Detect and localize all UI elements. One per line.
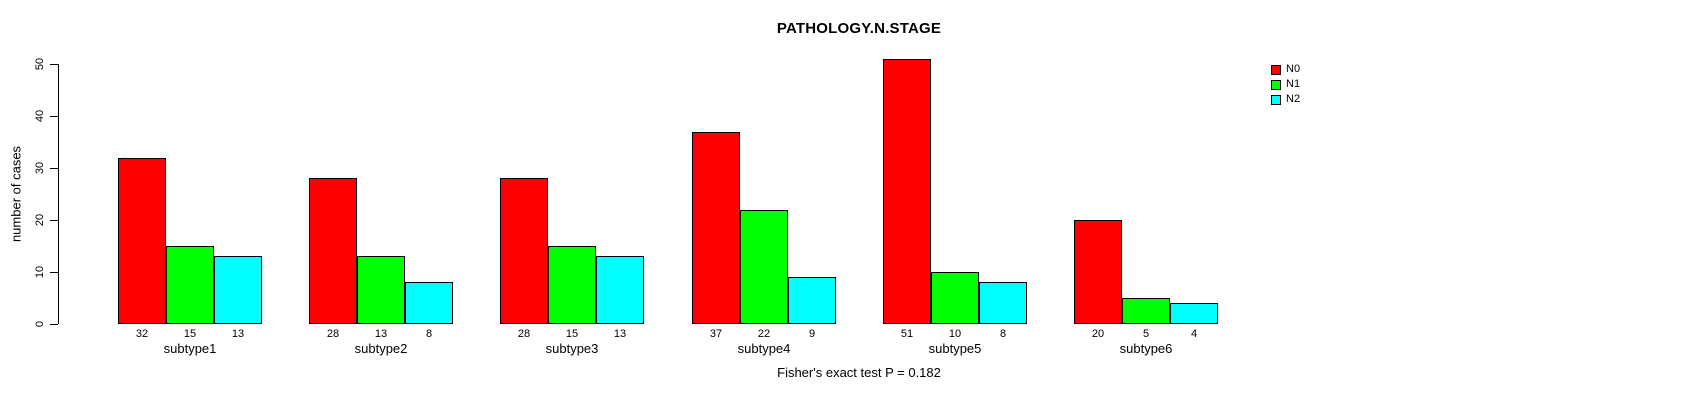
- y-axis-tick: [50, 323, 58, 325]
- bar-N2-subtype2: [405, 282, 453, 324]
- bar-value-label: 15: [183, 328, 197, 340]
- bar-value-label: 8: [425, 328, 433, 340]
- y-axis-tick: [50, 271, 58, 273]
- bar-value-label: 5: [1142, 328, 1150, 340]
- bar-N0-subtype4: [692, 132, 740, 324]
- bar-N1-subtype3: [548, 246, 596, 324]
- legend-label: N2: [1286, 93, 1301, 105]
- bar-N1-subtype2: [357, 256, 405, 324]
- category-label-subtype1: subtype1: [163, 341, 217, 356]
- y-axis-tick-label: 0: [34, 320, 46, 328]
- bar-N2-subtype5: [979, 282, 1027, 324]
- legend-item-N0: N0: [1271, 62, 1300, 77]
- y-axis-tick: [50, 219, 58, 221]
- fisher-test-annotation: Fisher's exact test P = 0.182: [777, 365, 941, 380]
- bar-N2-subtype1: [214, 256, 262, 324]
- bar-value-label: 9: [808, 328, 816, 340]
- y-axis-tick: [50, 115, 58, 117]
- legend-label: N1: [1286, 78, 1301, 90]
- chart-title: PATHOLOGY.N.STAGE: [776, 20, 942, 37]
- bar-value-label: 28: [326, 328, 340, 340]
- bar-value-label: 10: [948, 328, 962, 340]
- legend-swatch-icon: [1271, 79, 1281, 90]
- bar-N0-subtype5: [883, 59, 931, 324]
- legend-item-N2: N2: [1271, 92, 1300, 107]
- bar-value-label: 13: [231, 328, 245, 340]
- bar-N1-subtype6: [1122, 298, 1170, 324]
- category-label-subtype3: subtype3: [545, 341, 599, 356]
- y-axis: [58, 64, 59, 324]
- y-axis-tick-label: 20: [34, 213, 46, 227]
- y-axis-label: number of cases: [8, 145, 24, 243]
- category-label-subtype6: subtype6: [1119, 341, 1173, 356]
- category-label-subtype5: subtype5: [928, 341, 982, 356]
- bar-N1-subtype1: [166, 246, 214, 324]
- legend-item-N1: N1: [1271, 77, 1300, 92]
- bar-value-label: 20: [1091, 328, 1105, 340]
- bar-N2-subtype3: [596, 256, 644, 324]
- bar-value-label: 37: [709, 328, 723, 340]
- bar-value-label: 32: [135, 328, 149, 340]
- legend-label: N0: [1286, 63, 1301, 75]
- bar-N0-subtype2: [309, 178, 357, 324]
- legend: N0 N1 N2: [1271, 62, 1300, 107]
- bar-N0-subtype6: [1074, 220, 1122, 324]
- legend-swatch-icon: [1271, 94, 1281, 105]
- bar-N2-subtype4: [788, 277, 836, 324]
- legend-swatch-icon: [1271, 64, 1281, 75]
- y-axis-tick-label: 30: [34, 161, 46, 175]
- bar-value-label: 13: [374, 328, 388, 340]
- y-axis-tick-label: 10: [34, 265, 46, 279]
- y-axis-tick: [50, 63, 58, 65]
- bar-value-label: 15: [565, 328, 579, 340]
- bar-value-label: 13: [613, 328, 627, 340]
- bar-N1-subtype5: [931, 272, 979, 324]
- bar-value-label: 4: [1190, 328, 1198, 340]
- bar-value-label: 28: [517, 328, 531, 340]
- bar-value-label: 51: [900, 328, 914, 340]
- bar-value-label: 8: [999, 328, 1007, 340]
- y-axis-tick-label: 50: [34, 57, 46, 71]
- bar-N0-subtype1: [118, 158, 166, 324]
- y-axis-tick: [50, 167, 58, 169]
- category-label-subtype2: subtype2: [354, 341, 408, 356]
- bar-value-label: 22: [757, 328, 771, 340]
- y-axis-tick-label: 40: [34, 109, 46, 123]
- bar-N2-subtype6: [1170, 303, 1218, 324]
- bar-N0-subtype3: [500, 178, 548, 324]
- bar-N1-subtype4: [740, 210, 788, 324]
- category-label-subtype4: subtype4: [737, 341, 791, 356]
